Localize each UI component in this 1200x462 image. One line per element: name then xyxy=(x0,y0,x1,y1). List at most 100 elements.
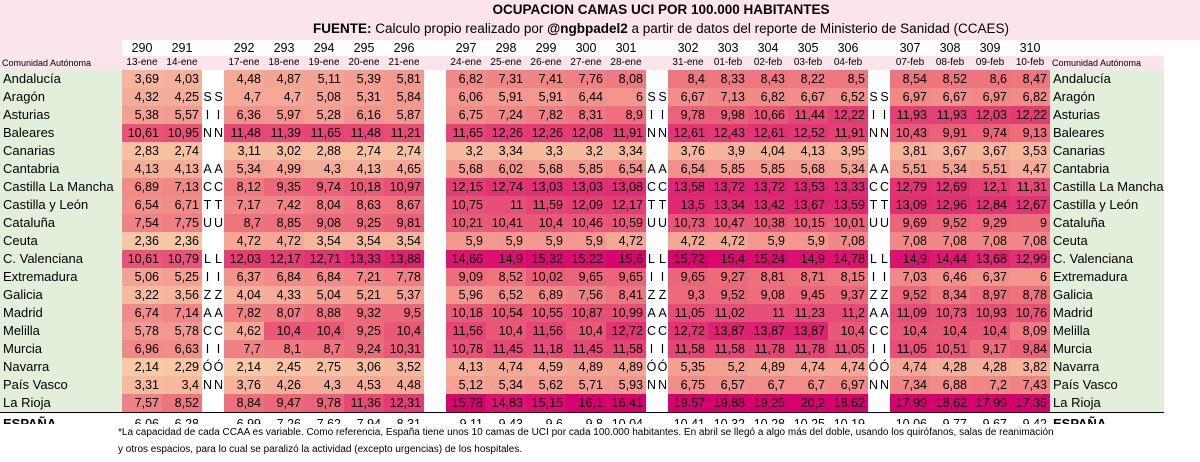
weekend-letter: U xyxy=(657,214,668,232)
occupancy-cell: 10,97 xyxy=(384,178,424,196)
occupancy-cell: 7,08 xyxy=(930,232,970,250)
occupancy-cell: 5,34 xyxy=(486,376,526,394)
occupancy-cell: 5,9 xyxy=(446,232,486,250)
occupancy-cell: 9,35 xyxy=(264,178,304,196)
occupancy-cell: 10,21 xyxy=(446,214,486,232)
weekend-letter xyxy=(213,394,224,413)
occupancy-cell: 19,88 xyxy=(708,394,748,413)
occupancy-cell: 3,31 xyxy=(122,376,162,394)
occupancy-cell: 9,32 xyxy=(344,304,384,322)
weekend-letter xyxy=(435,394,446,413)
occupancy-cell: 4,59 xyxy=(526,358,566,376)
date-header: 08-feb xyxy=(930,56,970,70)
occupancy-cell: 8,67 xyxy=(384,196,424,214)
weekend-letter xyxy=(213,412,224,435)
occupancy-cell: 12,99 xyxy=(1010,250,1050,268)
weekend-letter: L xyxy=(202,250,213,268)
occupancy-cell: 7,21 xyxy=(344,268,384,286)
occupancy-cell: 10,46 xyxy=(566,214,606,232)
weekend-letter xyxy=(435,232,446,250)
occupancy-cell: 6,54 xyxy=(668,160,708,178)
weekend-letter: N xyxy=(868,376,879,394)
weekend-letter xyxy=(657,232,668,250)
weekend-letter: S xyxy=(879,88,890,106)
date-header: 31-ene xyxy=(668,56,708,70)
occupancy-cell: 3,34 xyxy=(486,142,526,160)
occupancy-cell: 3,76 xyxy=(224,376,264,394)
occupancy-cell: 8,52 xyxy=(486,268,526,286)
occupancy-cell: 4,13 xyxy=(788,142,828,160)
occupancy-cell: 12,43 xyxy=(708,124,748,142)
occupancy-cell: 6,63 xyxy=(162,340,202,358)
weekend-letter: A xyxy=(657,160,668,178)
weekend-letter: T xyxy=(213,196,224,214)
weekend-letter: C xyxy=(213,178,224,196)
region-name: Aragón xyxy=(0,88,122,106)
weekend-letter xyxy=(435,124,446,142)
header-blank xyxy=(646,56,657,70)
weekend-letter: I xyxy=(868,106,879,124)
occupancy-cell: 6,52 xyxy=(828,88,868,106)
report-number: 305 xyxy=(797,41,819,55)
region-name: Castilla La Mancha xyxy=(0,178,122,196)
weekend-letter xyxy=(646,412,657,435)
occupancy-cell: 5,81 xyxy=(384,70,424,88)
weekend-letter xyxy=(657,142,668,160)
occupancy-cell: 11,05 xyxy=(890,340,930,358)
report-number: 301 xyxy=(615,41,637,55)
weekend-letter xyxy=(202,394,213,413)
weekend-letter xyxy=(435,358,446,376)
weekend-letter xyxy=(213,142,224,160)
occupancy-cell: 10,38 xyxy=(748,214,788,232)
occupancy-cell: 11,93 xyxy=(890,106,930,124)
occupancy-cell: 2,74 xyxy=(162,142,202,160)
region-column-header: Comunidad Autónoma xyxy=(1050,56,1164,70)
occupancy-cell: 2,74 xyxy=(344,142,384,160)
weekend-letter: Z xyxy=(868,286,879,304)
weekend-letter: I xyxy=(202,340,213,358)
report-number: 296 xyxy=(393,41,415,55)
weekend-letter xyxy=(424,88,435,106)
weekend-letter xyxy=(868,70,879,88)
occupancy-cell: 8,12 xyxy=(224,178,264,196)
source-label: FUENTE: xyxy=(313,21,372,36)
occupancy-cell: 10,78 xyxy=(446,340,486,358)
weekend-letter: U xyxy=(646,214,657,232)
weekend-letter: N xyxy=(202,124,213,142)
occupancy-cell: 5,25 xyxy=(162,268,202,286)
occupancy-cell: 12,1 xyxy=(970,178,1010,196)
occupancy-cell: 9,84 xyxy=(1010,340,1050,358)
weekend-letter: I xyxy=(213,106,224,124)
weekend-letter: N xyxy=(646,124,657,142)
occupancy-cell: 8,7 xyxy=(224,214,264,232)
occupancy-cell: 11,45 xyxy=(566,340,606,358)
occupancy-cell: 4,7 xyxy=(264,88,304,106)
report-number: 295 xyxy=(353,41,375,55)
occupancy-cell: 4,65 xyxy=(384,160,424,178)
occupancy-cell: 5,28 xyxy=(304,106,344,124)
weekend-letter: I xyxy=(202,106,213,124)
occupancy-cell: 10,95 xyxy=(162,124,202,142)
weekend-letter xyxy=(213,232,224,250)
occupancy-cell: 18,62 xyxy=(828,394,868,413)
occupancy-cell: 12,72 xyxy=(668,322,708,340)
weekend-letter: I xyxy=(657,268,668,286)
occupancy-cell: 4,13 xyxy=(446,358,486,376)
occupancy-cell: 4,26 xyxy=(264,376,304,394)
header-banner xyxy=(122,0,1200,40)
occupancy-cell: 18,62 xyxy=(930,394,970,413)
occupancy-cell: 7,31 xyxy=(486,70,526,88)
occupancy-cell: 4,47 xyxy=(1010,160,1050,178)
occupancy-table: 290 291 292 293 294 295 296 297 298 299 300 301 302 3… xyxy=(0,41,1164,435)
occupancy-cell: 5,91 xyxy=(486,88,526,106)
weekend-letter xyxy=(202,412,213,435)
region-name: C. Valenciana xyxy=(1050,250,1164,268)
occupancy-cell: 12,67 xyxy=(1010,196,1050,214)
occupancy-cell: 6,16 xyxy=(344,106,384,124)
occupancy-cell: 9,65 xyxy=(606,268,646,286)
occupancy-cell: 4,04 xyxy=(748,142,788,160)
report-number: 292 xyxy=(233,41,255,55)
date-header: 18-ene xyxy=(264,56,304,70)
weekend-letter xyxy=(435,250,446,268)
region-name: Cataluña xyxy=(0,214,122,232)
